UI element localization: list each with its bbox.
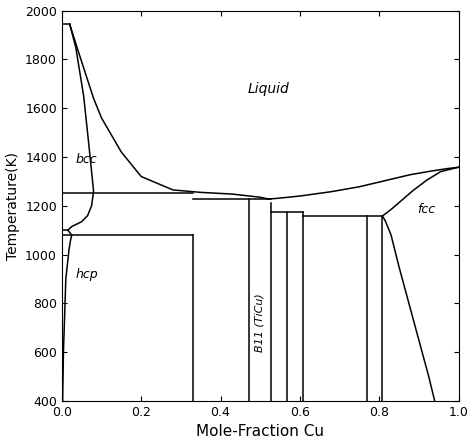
Y-axis label: Temperature(K): Temperature(K) [6, 152, 19, 260]
Text: fcc: fcc [417, 203, 435, 216]
Text: Liquid: Liquid [247, 81, 289, 96]
Text: hcp: hcp [76, 267, 99, 281]
Text: B11 (TiCu): B11 (TiCu) [255, 294, 265, 352]
X-axis label: Mole-Fraction Cu: Mole-Fraction Cu [196, 425, 324, 440]
Text: bcc: bcc [76, 153, 97, 166]
